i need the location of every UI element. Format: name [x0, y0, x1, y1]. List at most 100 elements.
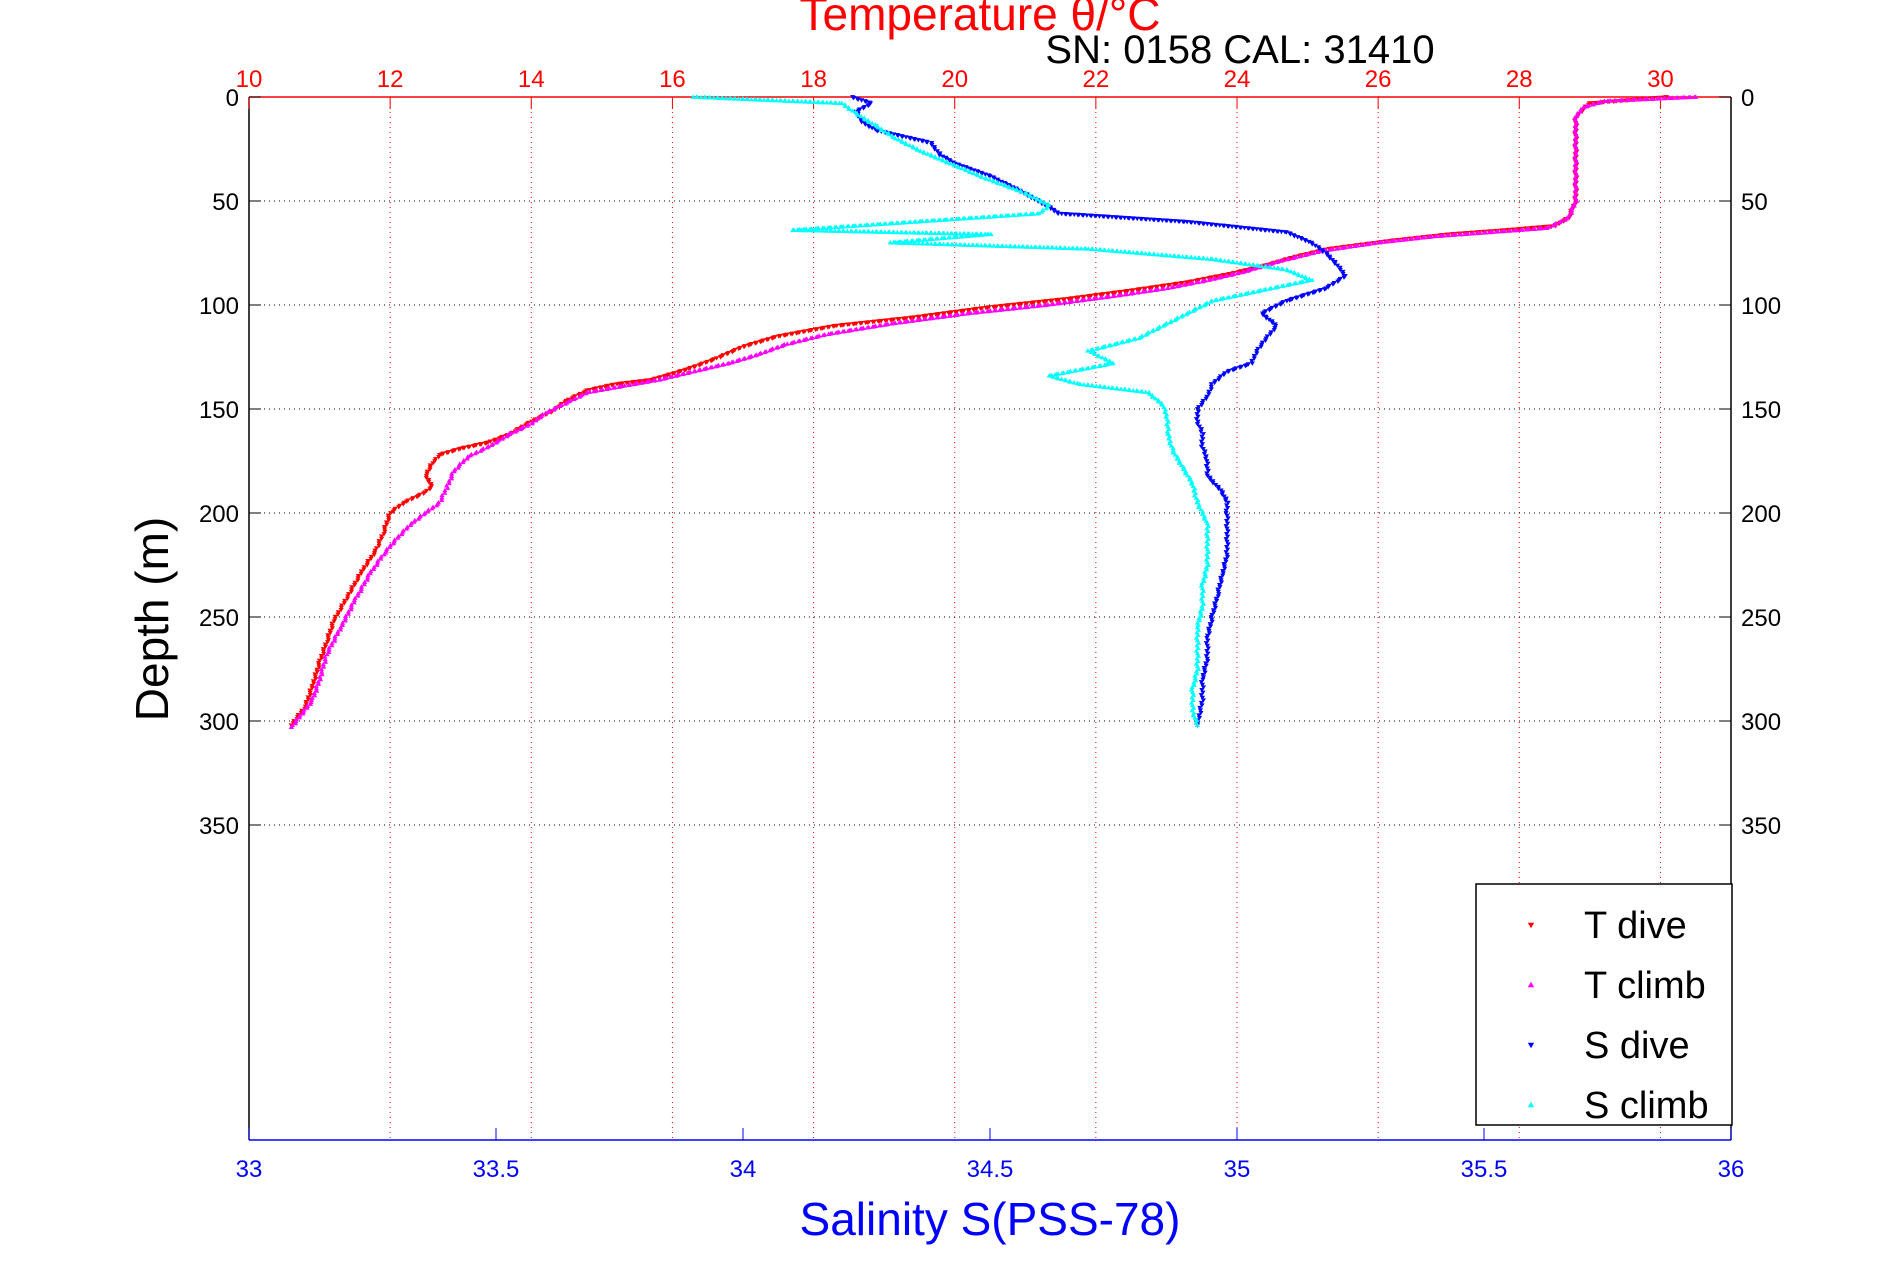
data-point	[1016, 244, 1022, 249]
temperature-tick-label: 26	[1365, 66, 1392, 93]
data-point	[335, 610, 341, 615]
data-point	[1432, 233, 1438, 239]
data-point	[322, 656, 328, 662]
data-point	[1184, 254, 1190, 259]
data-point	[1206, 629, 1212, 634]
data-point	[1195, 622, 1201, 627]
data-point	[1215, 594, 1221, 599]
data-point	[1085, 348, 1091, 353]
data-point	[1686, 94, 1692, 100]
data-point	[1324, 252, 1330, 258]
data-point	[1198, 710, 1204, 716]
data-point	[349, 587, 355, 592]
data-point	[808, 335, 814, 341]
data-point	[776, 334, 782, 339]
data-point	[1167, 319, 1173, 325]
data-point	[963, 233, 969, 239]
data-point	[878, 229, 885, 234]
data-point	[977, 306, 984, 312]
data-point	[371, 552, 377, 558]
data-point	[1207, 477, 1213, 482]
data-point	[933, 312, 939, 318]
data-point	[1156, 218, 1162, 223]
data-point	[1200, 432, 1207, 437]
data-point	[869, 222, 875, 227]
data-point	[319, 669, 325, 674]
data-point	[858, 113, 864, 119]
data-point	[956, 164, 962, 170]
data-point	[1194, 279, 1200, 285]
data-point	[1273, 304, 1279, 310]
data-point	[988, 231, 994, 237]
data-point	[682, 368, 688, 373]
data-point	[1679, 95, 1685, 100]
data-point	[1215, 486, 1221, 492]
data-point	[1225, 224, 1232, 229]
data-point	[952, 309, 959, 315]
data-point	[1033, 244, 1039, 250]
data-point	[866, 119, 872, 124]
data-point	[1113, 215, 1120, 220]
data-point	[952, 312, 958, 318]
data-point	[1077, 381, 1083, 387]
data-point	[696, 367, 702, 373]
data-point	[724, 361, 731, 366]
data-point	[496, 436, 502, 442]
data-point	[1027, 211, 1034, 216]
data-point	[921, 150, 927, 155]
data-point	[351, 597, 357, 603]
data-point	[1085, 382, 1091, 388]
data-point	[1143, 251, 1149, 256]
data-point	[446, 480, 452, 486]
data-point	[342, 618, 348, 623]
data-point	[990, 214, 997, 219]
data-point	[1139, 217, 1145, 222]
data-point	[962, 242, 968, 247]
data-point	[869, 229, 876, 234]
data-point	[960, 216, 966, 221]
data-point	[1562, 217, 1568, 222]
data-point	[850, 322, 856, 327]
depth-tick-label-right: 100	[1741, 293, 1781, 320]
data-point	[1105, 247, 1112, 253]
data-point	[1511, 227, 1517, 233]
data-point	[934, 315, 940, 320]
data-point	[1212, 603, 1218, 609]
data-point	[965, 308, 971, 313]
temperature-tick-label: 12	[377, 66, 404, 93]
data-point	[828, 228, 835, 233]
data-point	[1171, 282, 1177, 287]
data-point	[1077, 367, 1083, 372]
data-point	[886, 229, 893, 234]
data-point	[1199, 580, 1205, 586]
data-point	[338, 624, 344, 630]
data-point	[973, 215, 979, 220]
data-point	[1029, 304, 1035, 309]
legend-marker	[1527, 981, 1535, 988]
data-point	[1075, 245, 1081, 251]
data-point	[1090, 246, 1096, 252]
data-point	[857, 326, 864, 331]
data-point	[667, 374, 674, 379]
data-point	[1180, 254, 1186, 259]
data-point	[1194, 620, 1201, 625]
data-point	[1216, 377, 1222, 382]
data-point	[813, 334, 819, 339]
data-point	[1066, 299, 1073, 304]
data-point	[1109, 215, 1115, 220]
data-point	[1192, 220, 1198, 226]
data-point	[836, 228, 843, 233]
data-point	[984, 308, 990, 314]
data-point	[371, 566, 377, 571]
data-point	[1255, 288, 1261, 294]
data-point	[484, 444, 490, 450]
data-point	[1135, 388, 1141, 393]
data-point	[644, 379, 650, 384]
data-point	[1224, 526, 1230, 532]
data-point	[719, 362, 725, 367]
data-point	[1523, 227, 1530, 232]
data-point	[305, 697, 311, 703]
data-point	[1134, 287, 1140, 293]
data-point	[1151, 217, 1157, 223]
